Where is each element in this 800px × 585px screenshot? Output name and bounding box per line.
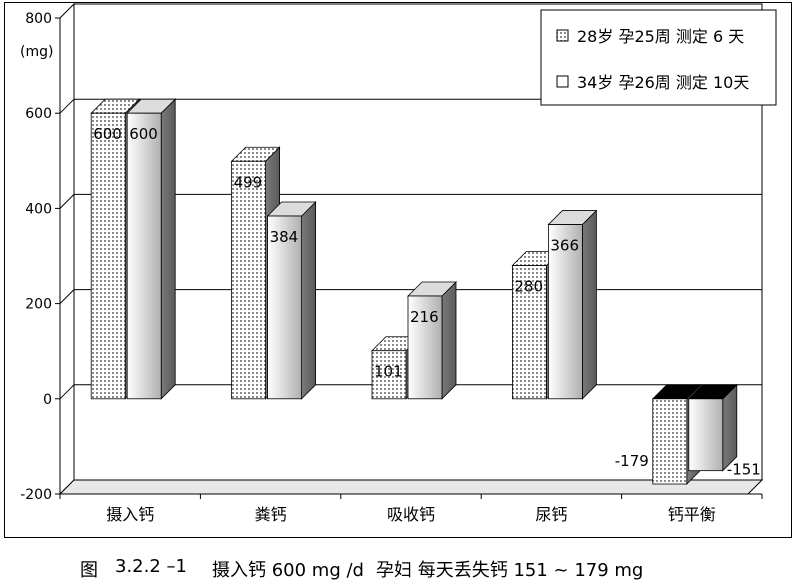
bar-side-s1-c2	[441, 281, 457, 400]
bar-s0-c4	[652, 398, 688, 485]
legend-swatch-0	[556, 29, 569, 42]
data-label-s1-c4: -151	[727, 461, 761, 479]
bar-chart: 800 600 400 200 0 -200 (mg) 摄入钙 粪钙 吸收钙 尿钙 钙平衡 600 499…	[20, 2, 777, 524]
gridline-side-1	[59, 98, 75, 114]
bar-s0-c0	[90, 112, 126, 400]
bar-s1-c0	[126, 112, 162, 400]
data-label-s0-c4: -179	[615, 452, 649, 470]
y-unit-label: (mg)	[20, 44, 53, 60]
x-category-label-3: 尿钙	[535, 505, 567, 524]
x-category-label-0: 摄入钙	[106, 505, 154, 524]
bar-side-s1-c4	[722, 383, 738, 472]
caption-figure: 图	[80, 560, 98, 581]
gridline-side-2	[59, 194, 75, 209]
y-tick-label-3: 200	[25, 297, 52, 313]
data-label-s0-c1: 499	[234, 173, 263, 191]
bar-s1-c2	[407, 295, 443, 400]
plot-left-wall	[59, 2, 75, 496]
bar-s0-c1	[231, 160, 267, 400]
y-tick-label-4: 0	[43, 392, 52, 408]
bar-side-s1-c1	[301, 201, 317, 400]
legend-label-1: 34岁 孕26周 测定 10天	[577, 73, 749, 92]
bar-s1-c3	[548, 224, 583, 400]
y-tick-label-1: 600	[25, 106, 52, 122]
data-label-s0-c0: 600	[93, 125, 122, 143]
data-label-s1-c3: 366	[550, 237, 579, 255]
gridline-side-3	[59, 289, 75, 304]
y-tick-label-0: 800	[25, 11, 52, 27]
bar-s0-c3	[512, 265, 547, 400]
y-tick-label-2: 400	[25, 201, 52, 217]
y-tick-label-5: -200	[20, 487, 52, 503]
data-label-s1-c1: 384	[270, 228, 299, 246]
data-label-s1-c2: 216	[410, 308, 439, 326]
bar-side-s1-c3	[582, 209, 597, 400]
legend-label-0: 28岁 孕25周 测定 6 天	[577, 27, 744, 46]
gridline-side-4	[59, 384, 75, 400]
x-category-label-2: 吸收钙	[387, 505, 435, 524]
legend-box	[540, 9, 777, 106]
bar-s1-c1	[267, 215, 303, 400]
bar-s1-c4	[688, 398, 724, 472]
legend-swatch-1	[556, 75, 569, 88]
data-label-s1-c0: 600	[129, 125, 158, 143]
data-label-s0-c2: 101	[374, 363, 403, 381]
caption-text-part2: 孕妇 每天丢失钙 151 ~ 179 mg	[376, 560, 644, 581]
caption-number: 3.2.2 –1	[115, 556, 187, 577]
bar-s0-c2	[371, 350, 407, 400]
x-category-label-1: 粪钙	[255, 505, 287, 524]
x-category-label-4: 钙平衡	[668, 505, 716, 524]
bar-side-s1-c0	[160, 98, 176, 400]
data-label-s0-c3: 280	[514, 278, 543, 296]
figure-caption: 图 3.2.2 –1 摄入钙 600 mg /d 孕妇 每天丢失钙 151 ~ …	[0, 556, 800, 581]
caption-text-part1: 摄入钙 600 mg /d	[212, 560, 364, 581]
